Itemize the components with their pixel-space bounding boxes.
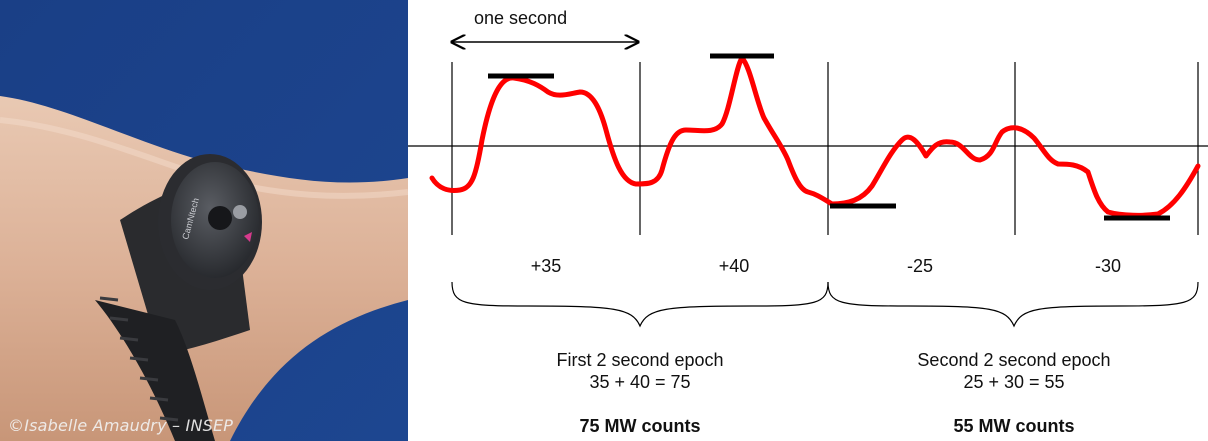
second-value-1: +35 (530, 256, 562, 276)
epoch-1-sum: 35 + 40 = 75 (589, 372, 691, 392)
epoch-2-title: Second 2 second epoch (917, 350, 1111, 370)
second-value-3: -25 (906, 256, 934, 276)
second-value-2: +40 (718, 256, 750, 276)
photo-credit: ©Isabelle Amaudry – INSEP (8, 416, 234, 435)
epoch-1-title: First 2 second epoch (556, 350, 724, 370)
epoch-2-result: 55 MW counts (953, 416, 1075, 436)
second-value-4: -30 (1094, 256, 1122, 276)
epoch-1-result: 75 MW counts (579, 416, 701, 436)
signal-plot (408, 0, 1208, 328)
epoch-brace-first (451, 281, 829, 328)
actigraph-photo: CamNtech ©Isabelle Amaudry – INSEP (0, 0, 408, 441)
one-second-label: one second (474, 8, 568, 28)
wrist-watch-illustration: CamNtech (0, 0, 408, 441)
mw-counts-diagram: one second +35 +40 -25 -30 First 2 secon… (408, 0, 1208, 441)
epoch-2-sum: 25 + 30 = 55 (963, 372, 1065, 392)
epoch-brace-second (827, 281, 1199, 328)
activity-signal (429, 55, 1201, 218)
